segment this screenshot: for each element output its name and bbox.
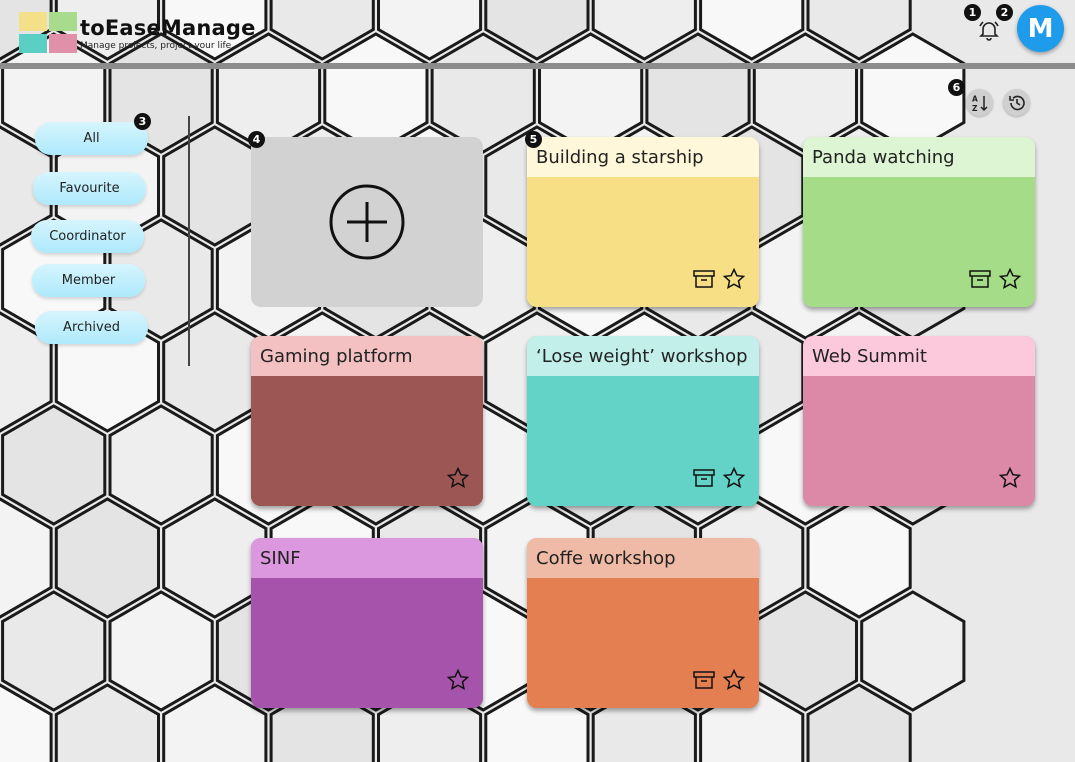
archive-icon[interactable] (692, 668, 716, 692)
marker-badge: 5 (525, 131, 542, 148)
favourite-star-icon[interactable] (998, 466, 1022, 490)
svg-text:Z: Z (972, 104, 978, 113)
project-title: Coffe workshop (527, 538, 759, 578)
header-divider (0, 63, 1075, 69)
filter-favourite-button[interactable]: Favourite (33, 172, 146, 205)
archive-icon[interactable] (692, 466, 716, 490)
plus-circle-icon (329, 184, 405, 260)
project-title: Building a starship (527, 137, 759, 177)
project-card[interactable]: Coffe workshop (527, 538, 759, 708)
project-card-body (803, 376, 1035, 506)
sidebar-divider (188, 116, 190, 366)
project-card-body (527, 578, 759, 708)
project-title: ‘Lose weight’ workshop (527, 336, 759, 376)
marker-badge: 6 (948, 79, 965, 96)
notification-bell-icon[interactable] (976, 17, 1002, 43)
archive-icon[interactable] (692, 267, 716, 291)
project-card-body (251, 376, 483, 506)
history-icon[interactable] (1003, 89, 1030, 116)
favourite-star-icon[interactable] (722, 668, 746, 692)
app-header: toEaseManage Manage projects, project yo… (0, 0, 1075, 70)
marker-badge: 2 (996, 4, 1013, 21)
project-title: SINF (251, 538, 483, 578)
project-card[interactable]: SINF (251, 538, 483, 708)
marker-badge: 1 (964, 4, 981, 21)
card-actions (446, 668, 470, 692)
favourite-star-icon[interactable] (722, 466, 746, 490)
add-project-card[interactable] (251, 137, 483, 307)
project-title: Panda watching (803, 137, 1035, 177)
project-title: Gaming platform (251, 336, 483, 376)
card-actions (968, 267, 1022, 291)
favourite-star-icon[interactable] (998, 267, 1022, 291)
card-actions (692, 668, 746, 692)
filter-member-button[interactable]: Member (32, 264, 145, 297)
project-card-body (527, 177, 759, 307)
app-logo[interactable] (19, 12, 77, 54)
project-card[interactable]: Gaming platform (251, 336, 483, 506)
favourite-star-icon[interactable] (722, 267, 746, 291)
archive-icon[interactable] (968, 267, 992, 291)
project-card[interactable]: Web Summit (803, 336, 1035, 506)
project-card-body (803, 177, 1035, 307)
project-card[interactable]: ‘Lose weight’ workshop (527, 336, 759, 506)
filter-coordinator-button[interactable]: Coordinator (31, 220, 144, 253)
card-actions (692, 267, 746, 291)
project-card[interactable]: Panda watching (803, 137, 1035, 307)
brand-title: toEaseManage (80, 16, 256, 40)
marker-badge: 3 (134, 113, 151, 130)
svg-text:A: A (972, 94, 978, 103)
sort-az-icon[interactable]: A Z (966, 89, 993, 116)
project-card-body (251, 578, 483, 708)
card-actions (446, 466, 470, 490)
brand: toEaseManage Manage projects, project yo… (80, 16, 256, 52)
favourite-star-icon[interactable] (446, 466, 470, 490)
project-card-body (527, 376, 759, 506)
card-actions (998, 466, 1022, 490)
marker-badge: 4 (248, 131, 265, 148)
brand-tagline: Manage projects, project your life. (80, 41, 235, 51)
project-card[interactable]: Building a starship (527, 137, 759, 307)
favourite-star-icon[interactable] (446, 668, 470, 692)
filter-archived-button[interactable]: Archived (35, 311, 148, 344)
user-avatar[interactable]: M (1017, 5, 1064, 52)
filter-all-button[interactable]: All (35, 122, 148, 155)
project-title: Web Summit (803, 336, 1035, 376)
card-actions (692, 466, 746, 490)
